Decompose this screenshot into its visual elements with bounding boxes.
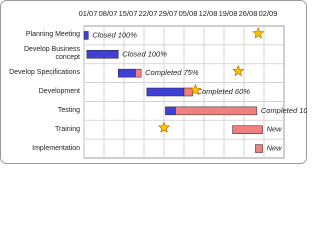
complete-bar — [83, 31, 89, 40]
status-label: Closed 100% — [122, 49, 167, 58]
x-tick-label: 01/07 — [79, 9, 98, 18]
x-tick-label: 15/07 — [119, 9, 138, 18]
remaining-bar — [232, 125, 263, 134]
status-label: New — [267, 125, 283, 134]
x-tick-label: 22/07 — [139, 9, 158, 18]
task-label-box: Implementation — [32, 144, 80, 152]
task-label: Development — [38, 88, 80, 95]
task-label: Training — [54, 125, 80, 133]
x-tick-label: 29/07 — [159, 9, 178, 18]
task-label-box: Development — [38, 88, 80, 95]
complete-bar — [86, 50, 119, 59]
x-tick-label: 02/09 — [259, 9, 278, 18]
task-label-box: Develop Business concept — [23, 46, 80, 62]
x-tick-label: 05/08 — [179, 9, 198, 18]
status-label: Completed 10% — [261, 106, 307, 115]
task-label: Implementation — [32, 144, 80, 152]
remaining-bar — [135, 68, 142, 78]
milestone — [158, 121, 170, 133]
task-label: Testing — [57, 106, 80, 114]
status-label: New — [267, 144, 283, 153]
task-label: Develop Business concept — [23, 46, 80, 62]
milestone — [232, 64, 245, 77]
status-label: Completed 75% — [145, 68, 199, 77]
complete-bar — [165, 106, 176, 116]
x-tick-label: 19/08 — [219, 9, 238, 18]
complete-bar — [118, 68, 136, 78]
chart: 01/07 08/07 15/07 22/07 29/07 05/08 12/08 19/08… — [0, 0, 307, 164]
task-label-box: Testing — [57, 106, 80, 114]
remaining-bar — [255, 144, 263, 153]
x-tick-label: 08/07 — [99, 9, 118, 18]
complete-bar — [146, 87, 185, 97]
task-label-box: Planning Meeting — [25, 31, 80, 39]
remaining-bar — [175, 106, 258, 116]
chart-frame — [0, 0, 307, 164]
task-label: Planning Meeting — [25, 31, 80, 39]
status-label: Completed 60% — [197, 87, 251, 96]
task-label: Develop Specifications — [9, 69, 80, 77]
milestone — [252, 27, 265, 39]
task-label-box: Training — [54, 125, 80, 133]
x-tick-label: 12/08 — [199, 9, 218, 18]
milestone — [189, 83, 202, 96]
task-label-box: Develop Specifications — [9, 69, 80, 77]
status-label: Closed 100% — [92, 30, 137, 39]
x-tick-label: 26/08 — [239, 9, 258, 18]
